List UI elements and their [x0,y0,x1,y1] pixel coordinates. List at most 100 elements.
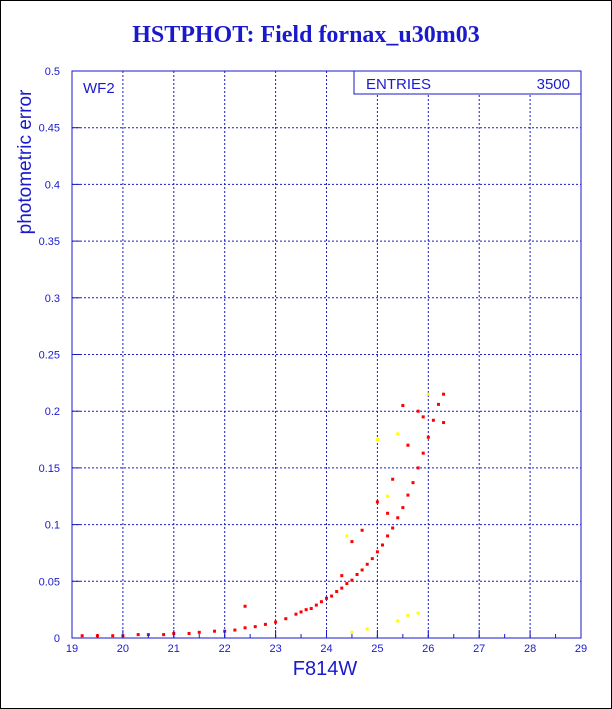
data-point [350,540,354,544]
data-point [111,634,115,638]
x-tick-label: 29 [575,643,587,655]
grid-lines [72,71,581,638]
y-tick-label: 0.2 [45,406,60,418]
x-tick-label: 25 [371,643,383,655]
data-point [370,557,374,561]
x-tick-label: 24 [320,643,332,655]
data-point [380,543,384,547]
data-point [284,617,288,621]
data-point [274,620,278,624]
x-tick-label: 23 [269,643,281,655]
data-point [340,574,344,578]
data-point [314,603,318,607]
data-point [299,610,303,614]
data-point [213,629,217,633]
data-points [80,392,446,638]
data-point [375,438,379,442]
plot-area [71,70,582,639]
x-tick-label: 28 [524,643,536,655]
x-tick-label: 27 [473,643,485,655]
data-point [426,435,430,439]
data-point [330,594,334,598]
data-point [350,630,354,634]
data-point [431,418,435,422]
data-point [360,568,364,572]
data-point [304,608,308,612]
chart-title: HSTPHOT: Field fornax_u30m03 [132,22,480,48]
data-point [197,630,201,634]
x-tick-label: 22 [219,643,231,655]
data-point [396,432,400,436]
data-point [335,590,339,594]
data-point [345,534,349,538]
data-point [421,415,425,419]
x-tick-label: 20 [117,643,129,655]
series-1 [80,392,446,638]
x-tick-label: 19 [66,643,78,655]
y-tick-label: 0.05 [39,576,60,588]
y-axis-label: photometric error [15,89,36,234]
data-point [442,421,446,425]
data-point [162,633,166,637]
y-tick-label: 0 [54,633,60,645]
data-point [406,443,410,447]
y-tick-label: 0.45 [39,123,60,135]
data-point [375,550,379,554]
y-tick-label: 0.35 [39,236,60,248]
data-point [386,534,390,538]
data-point [426,392,430,396]
data-point [406,613,410,617]
stats-box-border [353,70,582,95]
y-tick-label: 0.25 [39,350,60,362]
data-point [442,392,446,396]
data-point [416,466,420,470]
series-2 [345,392,430,634]
data-point [136,633,140,637]
data-point [80,634,84,638]
data-point [401,404,405,408]
data-point [350,578,354,582]
data-point [253,625,257,629]
data-point [391,526,395,530]
stats-label: ENTRIES [366,76,431,93]
y-tick-label: 0.1 [45,520,60,532]
data-point [263,622,267,626]
data-point [375,500,379,504]
data-point [396,619,400,623]
x-tick-label: 26 [422,643,434,655]
data-point [436,402,440,406]
data-point [416,611,420,615]
data-point [355,572,359,576]
data-point [243,604,247,608]
data-point [325,596,328,600]
data-point [411,481,415,485]
data-point [386,511,390,515]
data-point [365,627,369,631]
panel-label: WF2 [83,80,115,97]
data-point [365,562,369,566]
data-point [421,451,425,455]
data-point [243,626,247,630]
data-point [345,582,349,586]
data-point [401,506,405,510]
data-point [391,477,395,481]
stats-value: 3500 [537,76,570,93]
data-point [406,493,410,497]
y-tick-label: 0.4 [45,179,60,191]
data-point [319,600,323,604]
axis-ticks: 19 20 21 22 23 24 25 26 27 28 29 0 0.05 0.1 0.15 0.2 0.2… [39,66,588,655]
data-point [360,528,364,532]
y-tick-label: 0.15 [39,463,60,475]
x-axis-label: F814W [293,658,358,680]
x-tick-label: 21 [168,643,180,655]
data-point [340,586,344,590]
data-point [294,612,298,616]
data-point [309,607,313,611]
data-point [233,628,237,632]
data-point [187,631,191,635]
data-point [416,409,420,413]
data-point [386,494,390,498]
y-tick-label: 0.5 [45,66,60,78]
data-point [396,516,400,520]
